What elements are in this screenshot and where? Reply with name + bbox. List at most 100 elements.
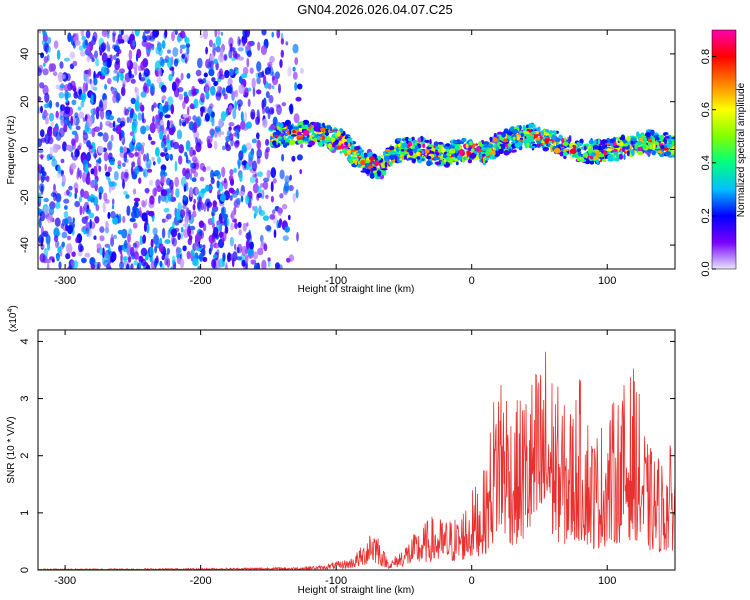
snr-ytick-label: 0: [19, 567, 31, 573]
spectrogram-noise-cell: [107, 142, 112, 150]
spectrogram-noise-cell: [83, 82, 87, 93]
spectrogram-noise-cell: [127, 117, 130, 123]
spectrogram-ridge-cell: [620, 137, 626, 140]
spectrogram-noise-cell: [262, 107, 265, 115]
spectrogram-noise-cell: [164, 239, 170, 244]
spectrogram-noise-cell: [57, 241, 59, 246]
spectrogram-noise-cell: [51, 159, 57, 167]
spectrogram-noise-cell: [130, 247, 134, 257]
spectrogram-noise-cell: [141, 248, 147, 257]
spectrogram-noise-cell: [256, 61, 261, 72]
spectrogram-noise-cell: [66, 73, 71, 81]
spectrogram-ridge-cell: [590, 152, 595, 156]
spectrogram-ridge-cell: [322, 137, 325, 140]
spectrogram-noise-cell: [155, 114, 159, 119]
spectrogram-ridge-cell: [652, 151, 656, 156]
spectrogram-ridge-cell: [354, 146, 361, 150]
spectrogram-ridge-cell: [459, 149, 464, 155]
spectrogram-noise-cell: [94, 179, 98, 186]
spectrogram-noise-cell: [231, 210, 235, 220]
spectrogram-ytick-label: -20: [19, 189, 31, 205]
spectrogram-noise-cell: [293, 193, 296, 202]
spectrogram-noise-cell: [272, 209, 275, 214]
spectrogram-noise-cell: [185, 57, 187, 64]
spectrogram-noise-cell: [261, 45, 267, 55]
spectrogram-ridge-cell: [564, 151, 568, 156]
spectrogram-ridge-cell: [378, 156, 381, 161]
spectrogram-noise-cell: [178, 144, 184, 153]
spectrogram-noise-cell: [275, 266, 280, 272]
spectrogram-noise-cell: [222, 180, 225, 186]
spectrogram-noise-cell: [75, 188, 78, 194]
spectrogram-ridge-cell: [389, 161, 391, 164]
spectrogram-noise-cell: [239, 191, 245, 196]
spectrogram-noise-cell: [146, 265, 151, 272]
spectrogram-ridge-cell: [525, 139, 531, 143]
spectrogram-noise-cell: [80, 50, 86, 56]
spectrogram-noise-cell: [182, 245, 186, 251]
spectrogram-noise-cell: [54, 40, 59, 49]
spectrogram-noise-cell: [162, 40, 166, 49]
spectrogram-noise-cell: [156, 186, 161, 193]
spectrogram-noise-cell: [64, 106, 70, 114]
spectrogram-noise-cell: [117, 160, 121, 166]
spectrogram-noise-cell: [121, 87, 126, 97]
spectrogram-noise-cell: [238, 150, 243, 160]
spectrogram-noise-cell: [55, 218, 61, 227]
spectrogram-noise-cell: [167, 57, 173, 68]
spectrogram-noise-cell: [46, 176, 49, 183]
spectrogram-noise-cell: [112, 33, 115, 43]
spectrogram-ridge-cell: [307, 135, 310, 138]
spectrogram-ridge-cell: [326, 136, 330, 141]
spectrogram-ridge-cell: [589, 140, 594, 145]
spectrogram-noise-cell: [74, 201, 80, 207]
spectrogram-noise-cell: [130, 112, 134, 119]
spectrogram-noise-cell: [161, 125, 164, 131]
spectrogram-noise-cell: [164, 114, 170, 118]
spectrogram-ridge-cell: [479, 154, 483, 160]
spectrogram-ridge-cell: [270, 124, 276, 129]
spectrogram-noise-cell: [285, 41, 288, 45]
spectrogram-ridge-cell: [472, 143, 475, 149]
spectrogram-noise-cell: [284, 182, 289, 192]
snr-xtick-label: -200: [190, 575, 212, 587]
spectrogram-noise-cell: [160, 152, 165, 157]
spectrogram-noise-cell: [271, 181, 274, 192]
spectrogram-noise-cell: [249, 242, 254, 250]
spectrogram-noise-cell: [171, 228, 177, 237]
spectrogram-ridge-cell: [470, 153, 477, 159]
spectrogram-noise-cell: [164, 259, 168, 266]
spectrogram-ridge-cell: [476, 146, 480, 151]
snr-xtick-label: 0: [469, 575, 475, 587]
spectrogram-noise-cell: [105, 171, 110, 176]
spectrogram-noise-cell: [213, 254, 217, 258]
spectrogram-noise-cell: [197, 255, 203, 259]
snr-xtick-label: 100: [598, 575, 616, 587]
spectrogram-noise-cell: [225, 262, 227, 271]
spectrogram-ridge-cell: [568, 136, 571, 142]
spectrogram-noise-cell: [200, 177, 205, 182]
spectrogram-noise-cell: [161, 85, 167, 93]
spectrogram-noise-cell: [283, 235, 289, 241]
spectrogram-noise-cell: [91, 264, 96, 269]
spectrogram-noise-cell: [235, 70, 239, 74]
spectrogram-noise-cell: [70, 52, 76, 59]
spectrogram-noise-cell: [273, 178, 277, 183]
spectrogram-noise-cell: [222, 146, 226, 151]
spectrogram-noise-cell: [272, 76, 275, 80]
spectrogram-ridge-cell: [665, 136, 670, 139]
spectrogram-noise-cell: [172, 82, 177, 92]
spectrogram-ytick-label: -40: [19, 237, 31, 253]
spectrogram-ridge-cell: [297, 135, 304, 138]
spectrogram-ridge-cell: [626, 136, 631, 142]
spectrogram-noise-cell: [118, 230, 123, 235]
spectrogram-ridge-cell: [645, 132, 651, 137]
spectrogram-noise-cell: [138, 151, 141, 162]
spectrogram-noise-cell: [62, 175, 66, 186]
spectrogram-ridge-cell: [523, 125, 526, 131]
spectrogram-ridge-cell: [503, 150, 509, 156]
spectrogram-noise-cell: [297, 84, 303, 90]
spectrogram-noise-cell: [246, 142, 252, 150]
spectrogram-ridge-cell: [507, 135, 511, 139]
spectrogram-noise-cell: [195, 234, 201, 243]
